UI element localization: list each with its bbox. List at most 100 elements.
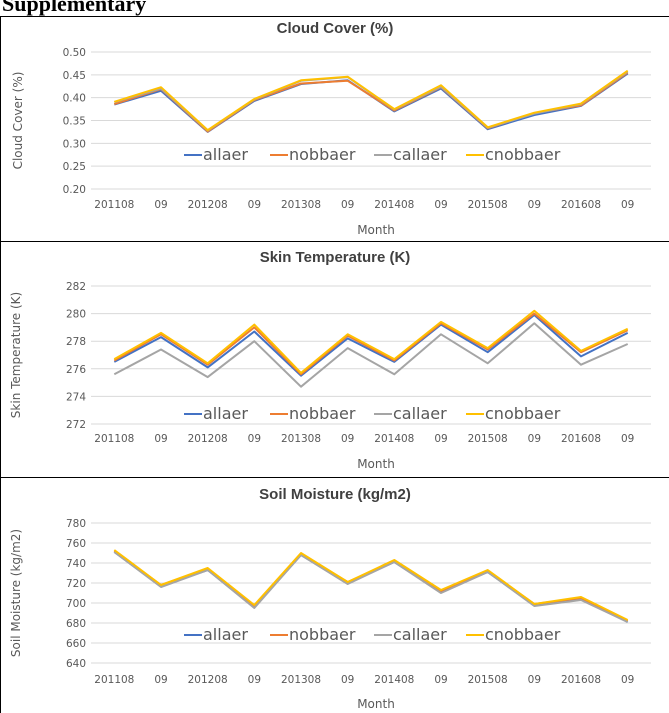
x-tick-label: 201308 xyxy=(281,674,321,686)
x-tick-label: 09 xyxy=(528,433,541,445)
x-axis-label: Month xyxy=(357,697,395,711)
series-line-cnobbaer xyxy=(113,309,629,374)
series-line-nobbaer xyxy=(113,71,629,133)
legend-label-allaer: allaer xyxy=(203,145,248,164)
legend-label-cnobbaer: cnobbaer xyxy=(485,625,561,644)
x-tick-label: 09 xyxy=(341,199,354,211)
y-tick-label: 0.35 xyxy=(63,116,86,128)
x-tick-label: 201208 xyxy=(188,433,228,445)
y-tick-label: 282 xyxy=(66,281,86,293)
x-tick-label: 09 xyxy=(528,674,541,686)
x-tick-label: 201508 xyxy=(468,674,508,686)
legend-label-callaer: callaer xyxy=(393,145,447,164)
x-tick-label: 201608 xyxy=(561,674,601,686)
legend-label-nobbaer: nobbaer xyxy=(289,145,356,164)
x-tick-label: 09 xyxy=(341,674,354,686)
x-tick-label: 201608 xyxy=(561,199,601,211)
page-header: Supplementary xyxy=(0,0,669,16)
series-line-cnobbaer xyxy=(114,69,629,132)
y-axis-label: Soil Moisture (kg/m2) xyxy=(9,529,23,657)
x-tick-label: 09 xyxy=(434,433,447,445)
y-tick-label: 274 xyxy=(66,391,86,403)
series-line-cnobbaer xyxy=(113,549,629,621)
x-tick-label: 09 xyxy=(434,674,447,686)
x-tick-label: 09 xyxy=(528,199,541,211)
y-tick-label: 740 xyxy=(66,558,86,570)
series-line-callaer xyxy=(113,551,629,623)
x-tick-label: 201508 xyxy=(468,433,508,445)
x-tick-label: 201408 xyxy=(374,674,414,686)
series-line-nobbaer xyxy=(113,312,629,376)
legend: allaer nobbaer callaer cnobbaer xyxy=(184,404,561,423)
y-tick-label: 0.30 xyxy=(63,138,86,150)
y-tick-label: 680 xyxy=(66,618,86,630)
legend-label-allaer: allaer xyxy=(203,404,248,423)
x-tick-label: 09 xyxy=(154,199,167,211)
y-tick-label: 700 xyxy=(66,598,86,610)
x-tick-label: 201108 xyxy=(94,433,134,445)
legend-label-nobbaer: nobbaer xyxy=(289,625,356,644)
skin-temperature-chart: Skin Temperature (K) 282 280 278 276 274 272 20… xyxy=(9,249,651,471)
x-tick-label: 09 xyxy=(434,199,447,211)
y-tick-label: 278 xyxy=(66,336,86,348)
x-tick-label: 201108 xyxy=(94,674,134,686)
cloud-cover-panel: Cloud Cover (%) 0.50 0.45 0.40 0.35 0.30 0.25 0… xyxy=(0,16,669,242)
series-line-callaer xyxy=(113,322,629,388)
x-tick-label: 09 xyxy=(248,199,261,211)
y-tick-label: 660 xyxy=(66,638,86,650)
y-axis-label: Skin Temperature (K) xyxy=(9,292,23,418)
x-tick-label: 201608 xyxy=(561,433,601,445)
legend-label-callaer: callaer xyxy=(393,625,447,644)
y-tick-label: 0.20 xyxy=(63,184,86,196)
legend: allaer nobbaer callaer cnobbaer xyxy=(184,145,561,164)
y-tick-label: 780 xyxy=(66,518,86,530)
soil-moisture-panel: Soil Moisture (kg/m2) 780 760 740 720 700 680 6… xyxy=(0,478,669,713)
x-tick-label: 201208 xyxy=(188,199,228,211)
series-line-allaer xyxy=(114,72,629,133)
series-line-allaer xyxy=(113,314,629,377)
y-tick-label: 760 xyxy=(66,538,86,550)
x-tick-label: 201408 xyxy=(374,433,414,445)
y-tick-label: 0.50 xyxy=(63,47,86,59)
legend-label-callaer: callaer xyxy=(393,404,447,423)
x-tick-label: 09 xyxy=(341,433,354,445)
x-tick-label: 09 xyxy=(248,674,261,686)
x-tick-label: 09 xyxy=(154,433,167,445)
y-tick-label: 272 xyxy=(66,419,86,431)
x-tick-label: 09 xyxy=(248,433,261,445)
legend-label-nobbaer: nobbaer xyxy=(289,404,356,423)
chart-title: Soil Moisture (kg/m2) xyxy=(259,486,411,503)
legend-label-allaer: allaer xyxy=(203,625,248,644)
series-line-nobbaer xyxy=(113,550,629,622)
x-tick-label: 201508 xyxy=(468,199,508,211)
x-axis-label: Month xyxy=(357,457,395,471)
soil-moisture-chart: Soil Moisture (kg/m2) 780 760 740 720 700 680 6… xyxy=(9,486,651,711)
series-line-callaer xyxy=(114,70,629,132)
y-tick-label: 280 xyxy=(66,309,86,321)
y-tick-label: 0.45 xyxy=(63,70,86,82)
legend-label-cnobbaer: cnobbaer xyxy=(485,145,561,164)
x-tick-label: 201308 xyxy=(281,199,321,211)
cloud-cover-chart: Cloud Cover (%) 0.50 0.45 0.40 0.35 0.30 0.25 0… xyxy=(11,20,651,237)
y-axis-label: Cloud Cover (%) xyxy=(11,72,25,170)
y-tick-label: 0.40 xyxy=(63,93,86,105)
legend: allaer nobbaer callaer cnobbaer xyxy=(184,625,561,644)
x-tick-label: 09 xyxy=(621,199,634,211)
y-tick-label: 276 xyxy=(66,364,86,376)
y-tick-label: 640 xyxy=(66,658,86,670)
x-tick-label: 09 xyxy=(621,433,634,445)
x-tick-label: 09 xyxy=(154,674,167,686)
header-text: Supplementary xyxy=(2,0,147,16)
legend-label-cnobbaer: cnobbaer xyxy=(485,404,561,423)
x-tick-label: 201408 xyxy=(374,199,414,211)
chart-title: Skin Temperature (K) xyxy=(260,249,411,266)
x-tick-label: 201208 xyxy=(188,674,228,686)
skin-temperature-panel: Skin Temperature (K) 282 280 278 276 274 272 20… xyxy=(0,242,669,478)
chart-title: Cloud Cover (%) xyxy=(277,20,394,37)
x-tick-label: 09 xyxy=(621,674,634,686)
x-tick-label: 201108 xyxy=(94,199,134,211)
x-tick-label: 201308 xyxy=(281,433,321,445)
y-tick-label: 0.25 xyxy=(63,161,86,173)
y-tick-label: 720 xyxy=(66,578,86,590)
x-axis-label: Month xyxy=(357,223,395,237)
